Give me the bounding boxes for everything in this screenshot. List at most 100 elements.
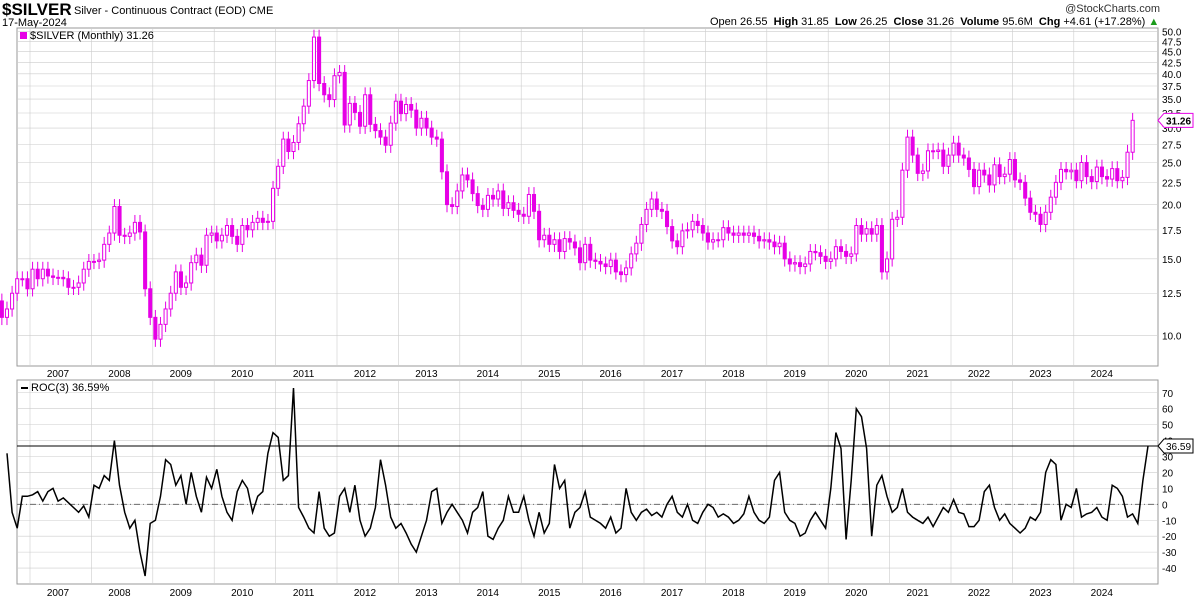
price-x-tick-label: 2020 (845, 369, 868, 380)
candle-body (470, 179, 475, 195)
roc-y-tick-label: -40 (1162, 564, 1177, 575)
candle-body (987, 174, 992, 186)
candle-body (578, 247, 583, 264)
candle-body (961, 154, 966, 159)
candle-body (1105, 176, 1110, 180)
candle-body (485, 194, 490, 210)
candle-body (301, 105, 306, 125)
exchange-text: CME (248, 5, 274, 17)
candle-body (1023, 181, 1028, 199)
candle-body (276, 165, 281, 189)
candle-body (409, 103, 414, 111)
candle-body (419, 117, 424, 129)
candle-body (828, 258, 833, 262)
candle-body (107, 232, 112, 245)
candle-body (1125, 151, 1130, 178)
chg-label: Chg (1038, 16, 1061, 28)
high-label: High (773, 16, 799, 28)
candle-body (163, 308, 168, 325)
candle-body (506, 202, 511, 209)
candle-body (444, 171, 450, 206)
candle-body (552, 239, 557, 245)
roc-x-tick-label: 2015 (538, 588, 561, 599)
roc-y-tick-label: 0 (1162, 500, 1168, 511)
candle-body (209, 232, 214, 236)
candle-body (741, 232, 746, 236)
roc-x-tick-label: 2021 (906, 588, 929, 599)
candle-body (1120, 176, 1125, 182)
candle-body (767, 239, 772, 243)
candle-body (91, 260, 96, 263)
candle-body (15, 278, 20, 294)
candle-body (1058, 168, 1064, 183)
candle-body (844, 250, 849, 257)
candle-body (885, 258, 890, 273)
roc-x-tick-label: 2022 (968, 588, 991, 599)
candle-body (414, 109, 419, 129)
candle-body (1033, 211, 1038, 215)
roc-x-tick-label: 2007 (47, 588, 70, 599)
price-y-tick-label: 20.0 (1162, 201, 1182, 212)
candle-body (214, 232, 219, 242)
candle-body (311, 36, 317, 82)
price-x-tick-label: 2012 (354, 369, 377, 380)
price-x-tick-label: 2007 (47, 369, 70, 380)
roc-x-tick-label: 2014 (477, 588, 500, 599)
price-x-tick-label: 2017 (661, 369, 684, 380)
roc-x-tick-label: 2018 (722, 588, 745, 599)
volume-label: Volume (960, 16, 1000, 28)
candle-body (977, 169, 982, 188)
price-legend-swatch (20, 32, 27, 39)
candle-body (997, 164, 1002, 178)
candle-body (711, 239, 716, 243)
candle-body (1038, 213, 1043, 225)
candle-body (30, 268, 35, 290)
candle-body (199, 254, 204, 266)
price-y-tick-label: 40.0 (1162, 70, 1182, 81)
candle-body (583, 243, 588, 264)
roc-y-tick-label: -30 (1162, 548, 1177, 559)
price-y-tick-label: 10.0 (1162, 331, 1182, 342)
roc-x-tick-label: 2019 (784, 588, 807, 599)
candle-body (971, 168, 977, 188)
price-x-tick-label: 2011 (293, 369, 315, 380)
candle-body (25, 278, 30, 290)
candle-body (900, 169, 905, 218)
candle-body (281, 138, 286, 167)
price-y-tick-label: 22.5 (1162, 178, 1182, 189)
price-x-tick-label: 2024 (1091, 369, 1114, 380)
price-y-tick-label: 42.5 (1162, 58, 1182, 69)
candle-body (531, 193, 537, 212)
candle-body (782, 242, 787, 260)
candle-body (654, 198, 659, 210)
open-value: 26.55 (739, 16, 768, 28)
candle-body (685, 229, 690, 232)
candle-body (910, 136, 915, 156)
candle-body (680, 230, 685, 248)
roc-y-tick-label: 50 (1162, 421, 1174, 432)
price-y-tick-label: 45.0 (1162, 48, 1182, 59)
roc-x-tick-label: 2009 (170, 588, 193, 599)
candle-body (97, 259, 102, 262)
candle-body (757, 235, 762, 242)
candle-body (286, 138, 291, 152)
candle-body (572, 241, 577, 249)
candle-body (726, 227, 731, 234)
ohlc-summary: Open 26.55 High 31.85 Low 26.25 Close 31… (710, 16, 1159, 28)
candle-body (102, 243, 107, 261)
candle-body (327, 94, 332, 101)
candle-body (664, 210, 670, 228)
roc-y-tick-label: -10 (1162, 516, 1177, 527)
candle-body (608, 259, 613, 268)
candle-body (224, 225, 230, 236)
roc-x-tick-label: 2016 (599, 588, 622, 599)
candle-body (0, 300, 4, 318)
candle-body (50, 275, 56, 278)
roc-pane: -40-30-20-100102030405060702007200820092… (6, 379, 1194, 599)
candle-body (890, 218, 895, 260)
candle-body (347, 102, 352, 126)
candle-body (700, 225, 705, 234)
candle-body (429, 127, 434, 138)
candle-body (480, 205, 485, 210)
price-x-tick-label: 2015 (538, 369, 561, 380)
